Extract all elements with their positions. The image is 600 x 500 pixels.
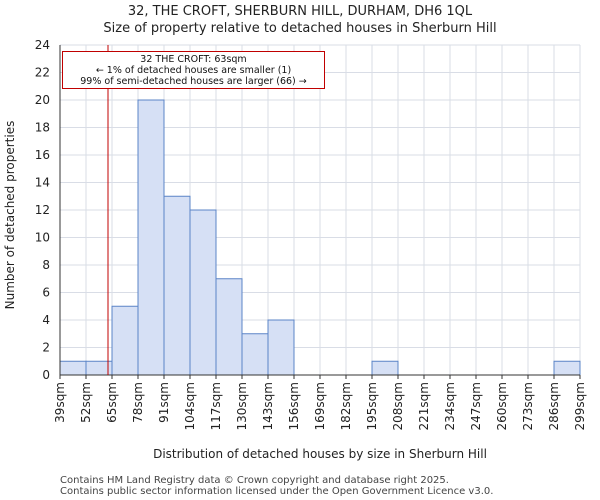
histogram-bar (137, 99, 165, 376)
x-tick-label: 39sqm (53, 382, 67, 423)
y-tick-label: 4 (42, 313, 50, 327)
histogram-bar (59, 360, 87, 376)
histogram-bar (241, 333, 269, 376)
y-tick-label: 2 (42, 341, 50, 355)
x-tick-label: 273sqm (521, 382, 535, 430)
x-tick-label: 117sqm (209, 382, 223, 430)
chart-title-line2: Size of property relative to detached ho… (103, 21, 497, 36)
y-tick-label: 16 (35, 148, 50, 162)
y-tick-label: 20 (35, 93, 50, 107)
y-tick-label: 0 (42, 368, 50, 382)
y-tick-label: 10 (35, 231, 50, 245)
x-tick-label: 260sqm (495, 382, 509, 430)
x-axis-label: Distribution of detached houses by size … (153, 447, 487, 461)
histogram-bar (215, 278, 243, 376)
histogram-bar (553, 360, 581, 376)
footer-copyright: Contains HM Land Registry data © Crown c… (60, 475, 449, 486)
x-tick-label: 169sqm (313, 382, 327, 430)
x-tick-label: 156sqm (287, 382, 301, 430)
y-tick-label: 22 (35, 66, 50, 80)
y-tick-label: 6 (42, 286, 50, 300)
x-tick-label: 130sqm (235, 382, 249, 430)
x-tick-label: 299sqm (573, 382, 587, 430)
x-tick-label: 78sqm (131, 382, 145, 423)
x-tick-label: 208sqm (391, 382, 405, 430)
chart-title-line1: 32, THE CROFT, SHERBURN HILL, DURHAM, DH… (127, 4, 473, 19)
property-annotation-box: 32 THE CROFT: 63sqm ← 1% of detached hou… (62, 51, 325, 89)
x-tick-label: 195sqm (365, 382, 379, 430)
histogram-bar (111, 305, 139, 376)
x-tick-label: 234sqm (443, 382, 457, 430)
histogram-bar (189, 209, 217, 376)
x-tick-label: 247sqm (469, 382, 483, 430)
x-tick-label: 221sqm (417, 382, 431, 430)
y-tick-label: 18 (35, 121, 50, 135)
x-tick-label: 91sqm (157, 382, 171, 423)
histogram-bar (163, 195, 191, 376)
x-tick-label: 65sqm (105, 382, 119, 423)
histogram-bar (267, 319, 295, 376)
histogram-bar (371, 360, 399, 376)
y-tick-label: 24 (35, 38, 50, 52)
y-tick-label: 14 (35, 176, 50, 190)
x-tick-label: 143sqm (261, 382, 275, 430)
y-tick-label: 8 (42, 258, 50, 272)
annotation-line-2: ← 1% of detached houses are smaller (1) (95, 65, 292, 76)
x-tick-label: 104sqm (183, 382, 197, 430)
annotation-line-3: 99% of semi-detached houses are larger (… (80, 76, 307, 87)
footer-licence: Contains public sector information licen… (60, 486, 494, 497)
y-axis-label: Number of detached properties (3, 121, 17, 310)
x-tick-label: 182sqm (339, 382, 353, 430)
annotation-line-1: 32 THE CROFT: 63sqm (140, 54, 247, 65)
y-tick-label: 12 (35, 203, 50, 217)
x-tick-label: 52sqm (79, 382, 93, 423)
x-tick-label: 286sqm (547, 382, 561, 430)
